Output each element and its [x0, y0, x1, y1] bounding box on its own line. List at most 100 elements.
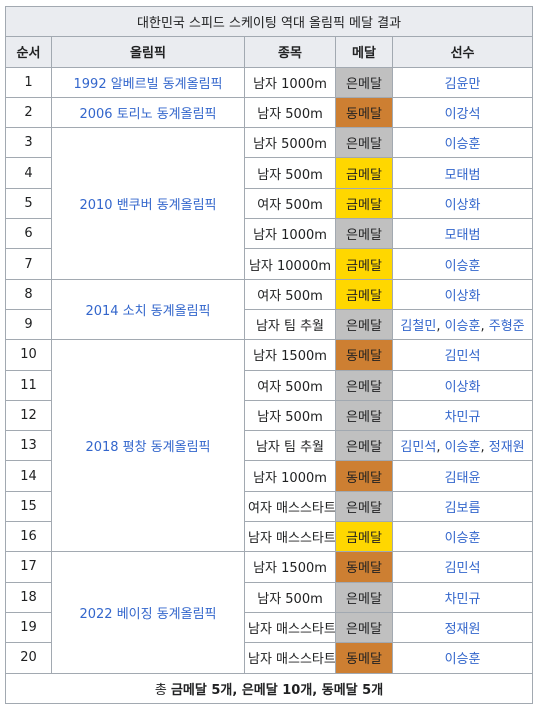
row-number: 10: [5, 339, 52, 371]
olympic-cell: 2022 베이징 동계올림픽: [51, 551, 245, 674]
event-cell: 남자 5000m: [244, 127, 336, 159]
silver-medal-cell: 은메달: [335, 399, 393, 432]
athlete-link[interactable]: 김민석: [444, 349, 481, 365]
athlete-link[interactable]: 이승훈: [444, 258, 481, 274]
event-cell: 남자 매스스타트: [244, 521, 336, 553]
olympic-link[interactable]: 2010 밴쿠버 동계올림픽: [79, 197, 217, 213]
row-number: 14: [5, 460, 52, 492]
athlete-link[interactable]: 이상화: [444, 197, 481, 213]
header-row: 순서 올림픽 종목 메달 선수: [5, 36, 534, 68]
athlete-link[interactable]: 김민석: [400, 440, 437, 456]
event-cell: 남자 1500m: [244, 339, 336, 371]
athlete-link[interactable]: 이승훈: [444, 137, 481, 153]
olympic-cell: 2006 토리노 동계올림픽: [51, 96, 245, 129]
olympic-link[interactable]: 2006 토리노 동계올림픽: [79, 107, 217, 123]
header-olympic: 올림픽: [51, 36, 245, 68]
athlete-cell: 정재원: [391, 611, 534, 644]
athlete-link[interactable]: 이승훈: [444, 440, 481, 456]
event-cell: 남자 1000m: [244, 66, 336, 98]
athlete-link[interactable]: 김보름: [444, 500, 481, 516]
row-number: 13: [5, 430, 52, 462]
olympic-link[interactable]: 2018 평창 동계올림픽: [85, 440, 211, 456]
gold-medal-cell: 금메달: [335, 248, 393, 280]
row-number: 3: [5, 127, 52, 159]
table-caption: 대한민국 스피드 스케이팅 역대 올림픽 메달 결과: [4, 5, 534, 38]
olympic-cell: 2014 소치 동계올림픽: [51, 278, 245, 341]
athlete-separator: ,: [480, 319, 489, 335]
event-cell: 여자 500m: [244, 187, 336, 220]
athlete-cell: 차민규: [391, 399, 534, 432]
row-number: 19: [5, 611, 52, 644]
athlete-link[interactable]: 이상화: [444, 379, 481, 395]
table-row: 2 2006 토리노 동계올림픽 남자 500m 동메달 이강석: [5, 96, 534, 129]
header-athlete: 선수: [391, 36, 534, 68]
athlete-link[interactable]: 이승훈: [444, 652, 481, 668]
athlete-cell: 김철민, 이승훈, 주형준: [391, 308, 534, 341]
athlete-separator: ,: [436, 319, 445, 335]
athlete-link[interactable]: 이상화: [444, 288, 481, 304]
athlete-link[interactable]: 김윤만: [444, 76, 481, 92]
athlete-link[interactable]: 정재원: [488, 440, 525, 456]
table-row: 12 남자 500m 은메달 차민규: [5, 399, 534, 432]
gold-medal-cell: 금메달: [335, 521, 393, 553]
medal-results-table: 대한민국 스피드 스케이팅 역대 올림픽 메달 결과 순서 올림픽 종목 메달 …: [4, 5, 534, 704]
table-row: 1 1992 알베르빌 동계올림픽 남자 1000m 은메달 김윤만: [5, 66, 534, 98]
row-number: 12: [5, 399, 52, 432]
athlete-cell: 김태윤: [391, 460, 534, 492]
row-number: 9: [5, 308, 52, 341]
row-number: 8: [5, 278, 52, 310]
athlete-link[interactable]: 정재원: [444, 622, 481, 638]
olympic-link[interactable]: 2022 베이징 동계올림픽: [79, 606, 217, 622]
athlete-link[interactable]: 김태윤: [444, 470, 481, 486]
athlete-link[interactable]: 이승훈: [444, 319, 481, 335]
table-row: 5 여자 500m 금메달 이상화: [5, 187, 534, 220]
table-row: 11 여자 500m 은메달 이상화: [5, 369, 534, 401]
silver-medal-cell: 은메달: [335, 430, 393, 462]
athlete-link[interactable]: 주형준: [488, 319, 525, 335]
athlete-link[interactable]: 차민규: [444, 410, 481, 425]
event-cell: 여자 500m: [244, 278, 336, 310]
athlete-link[interactable]: 이강석: [444, 107, 481, 123]
event-cell: 남자 500m: [244, 399, 336, 432]
bronze-medal-cell: 동메달: [335, 460, 393, 492]
athlete-cell: 이승훈: [391, 127, 534, 159]
row-number: 15: [5, 490, 52, 523]
event-cell: 남자 500m: [244, 581, 336, 613]
athlete-link[interactable]: 이승훈: [444, 531, 481, 547]
olympic-link[interactable]: 2014 소치 동계올림픽: [85, 303, 211, 319]
silver-medal-cell: 은메달: [335, 218, 393, 250]
athlete-separator: ,: [436, 440, 445, 456]
athlete-cell: 이상화: [391, 187, 534, 220]
athlete-cell: 김민석: [391, 551, 534, 583]
row-number: 1: [5, 66, 52, 98]
gold-medal-cell: 금메달: [335, 157, 393, 189]
athlete-link[interactable]: 차민규: [444, 591, 481, 607]
table-row: 14 남자 1000m 동메달 김태윤: [5, 460, 534, 492]
athlete-cell: 김민석: [391, 339, 534, 371]
total-prefix: 총: [154, 682, 171, 698]
athlete-link[interactable]: 김철민: [400, 319, 437, 335]
athlete-link[interactable]: 모태범: [444, 167, 481, 183]
event-cell: 남자 매스스타트: [244, 611, 336, 644]
row-number: 4: [5, 157, 52, 189]
athlete-link[interactable]: 김민석: [444, 561, 481, 577]
olympic-link[interactable]: 1992 알베르빌 동계올림픽: [73, 76, 223, 92]
athlete-link[interactable]: 모태범: [444, 228, 481, 244]
athlete-cell: 이승훈: [391, 521, 534, 553]
athlete-cell: 김보름: [391, 490, 534, 523]
athlete-cell: 모태범: [391, 157, 534, 189]
table-row: 18 남자 500m 은메달 차민규: [5, 581, 534, 613]
header-medal: 메달: [335, 36, 393, 68]
table-row: 19 남자 매스스타트 은메달 정재원: [5, 611, 534, 644]
olympic-cell: 1992 알베르빌 동계올림픽: [51, 66, 245, 98]
athlete-cell: 모태범: [391, 218, 534, 250]
athlete-cell: 이승훈: [391, 248, 534, 280]
gold-medal-cell: 금메달: [335, 278, 393, 310]
medal-total: 총 금메달 5개, 은메달 10개, 동메달 5개: [4, 672, 534, 704]
event-cell: 남자 500m: [244, 96, 336, 129]
table-row: 10 2018 평창 동계올림픽 남자 1500m 동메달 김민석: [5, 339, 534, 553]
athlete-separator: ,: [480, 440, 489, 456]
olympic-cell: 2010 밴쿠버 동계올림픽: [51, 127, 245, 280]
row-number: 20: [5, 642, 52, 674]
table-row: 3 2010 밴쿠버 동계올림픽 남자 5000m 은메달 이승훈: [5, 127, 534, 280]
